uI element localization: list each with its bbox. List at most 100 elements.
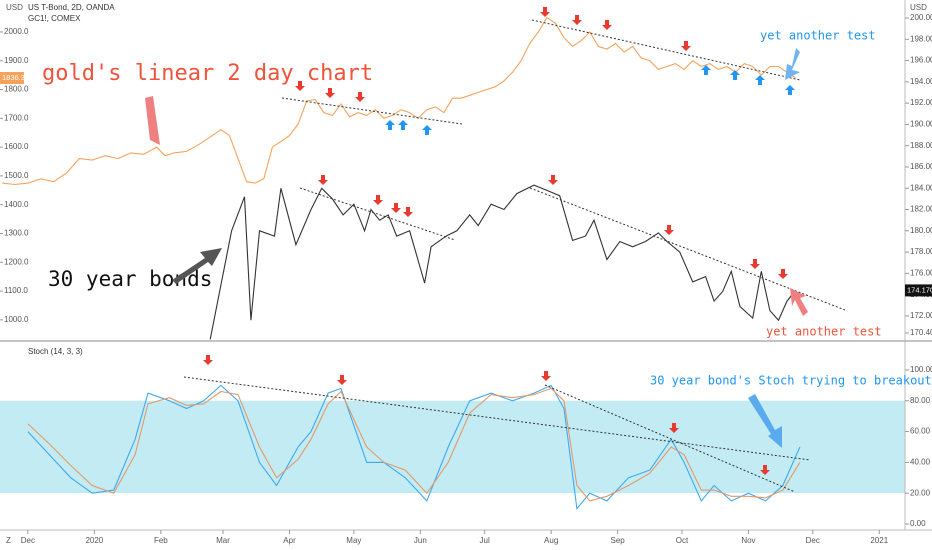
last-value-label: 174.170	[907, 285, 932, 294]
arrow-marker	[602, 20, 612, 30]
y-tick-label: 1100.0	[4, 286, 28, 295]
plot-layer	[0, 16, 905, 510]
y2-tick-label: 186.00	[910, 162, 932, 171]
y-tick-label: 1800.0	[4, 85, 29, 94]
arrow-marker	[760, 465, 770, 475]
y2-tick-label: 178.00	[910, 247, 932, 256]
annotation: 30 year bonds	[48, 267, 212, 291]
x-tick-label: Apr	[283, 536, 296, 545]
data-line	[27, 384, 801, 510]
arrow-marker	[541, 371, 551, 381]
pointer-arrow	[748, 394, 782, 448]
pointer-arrow	[785, 48, 800, 80]
x-tick-label: Nov	[741, 536, 755, 545]
arrow-marker	[681, 41, 691, 51]
x-tick-label: Oct	[676, 536, 689, 545]
arrow-marker	[785, 85, 795, 95]
arrow-marker	[403, 207, 413, 217]
last-value-box	[0, 72, 24, 85]
y2-tick-label: 188.00	[910, 141, 932, 150]
arrow-marker	[325, 88, 335, 98]
chart-title: US T-Bond, 2D, OANDA	[28, 3, 115, 12]
data-line	[2, 16, 796, 186]
trend-line	[299, 187, 456, 241]
arrow-marker	[730, 70, 740, 80]
data-line	[27, 387, 801, 502]
arrow-marker	[669, 423, 679, 433]
y-tick-label: 2000.0	[4, 27, 29, 36]
axis-unit: USD	[910, 3, 927, 12]
arrow-marker	[422, 125, 432, 135]
y2-tick-label: 60.00	[910, 427, 931, 436]
x-tick-label: Jul	[480, 536, 490, 545]
y2-tick-label: 200.00	[910, 13, 932, 22]
y2-tick-label: 80.00	[910, 396, 931, 405]
y-tick-label: 1900.0	[4, 56, 29, 65]
stoch-band	[0, 400, 905, 494]
arrow-marker	[548, 175, 558, 185]
axis-unit: USD	[6, 3, 23, 12]
annotation: 30 year bond's Stoch trying to breakout	[650, 374, 932, 388]
x-tick-label: Sep	[611, 536, 626, 545]
y2-tick-label: 180.00	[910, 226, 932, 235]
trend-line	[544, 384, 796, 493]
data-line	[209, 184, 797, 340]
annotation: yet another test	[766, 325, 882, 339]
arrow-marker	[385, 120, 395, 130]
y2-tick-label: 196.00	[910, 56, 932, 65]
y2-tick-label: 192.00	[910, 98, 932, 107]
trend-line	[183, 376, 811, 461]
y2-tick-label: 170.40	[910, 328, 932, 337]
arrow-marker	[778, 269, 788, 279]
arrow-marker	[398, 120, 408, 130]
y2-tick-label: 184.00	[910, 183, 932, 192]
annotation: gold's linear 2 day chart	[42, 61, 373, 86]
y2-tick-label: 194.00	[910, 77, 932, 86]
x-tick-label: May	[346, 536, 361, 545]
y2-tick-label: 176.00	[910, 268, 932, 277]
arrow-marker	[391, 203, 401, 213]
pointer-arrow	[172, 248, 222, 284]
y-tick-label: 1200.0	[4, 257, 29, 266]
arrow-marker	[203, 355, 213, 365]
y2-tick-label: 0.00	[910, 519, 926, 528]
arrow-marker	[572, 15, 582, 25]
arrow-marker	[337, 375, 347, 385]
arrow-marker	[318, 175, 328, 185]
pointer-arrow	[145, 96, 160, 145]
x-tick-label: Dec	[21, 536, 35, 545]
y-tick-label: 1400.0	[4, 200, 29, 209]
arrow-marker	[295, 81, 305, 91]
trend-line	[531, 19, 801, 81]
arrow-marker	[540, 7, 550, 17]
x-tick-label: Dec	[806, 536, 820, 545]
y2-tick-label: 198.00	[910, 34, 932, 43]
y2-tick-label: 20.00	[910, 488, 931, 497]
y2-tick-label: 100.00	[910, 365, 932, 374]
arrow-marker	[664, 225, 674, 235]
timezone-icon[interactable]: Z	[6, 536, 11, 545]
x-tick-label: 2020	[85, 536, 103, 545]
x-tick-label: Jun	[414, 536, 427, 545]
stoch-title: Stoch (14, 3, 3)	[28, 347, 83, 356]
x-tick-label: Mar	[216, 536, 230, 545]
x-tick-label: 2021	[870, 536, 888, 545]
y-tick-label: 1600.0	[4, 142, 29, 151]
chart-subtitle: GC1!, COMEX	[28, 14, 81, 23]
y-tick-label: 1700.0	[4, 113, 29, 122]
y-tick-label: 1000.0	[4, 315, 29, 324]
y-tick-label: 1500.0	[4, 171, 29, 180]
arrow-marker	[750, 259, 760, 269]
arrow-marker	[755, 75, 765, 85]
last-value-label: 1836.3	[2, 73, 25, 82]
y-tick-label: 1300.0	[4, 229, 29, 238]
y2-tick-label: 40.00	[910, 457, 931, 466]
arrow-marker	[373, 195, 383, 205]
y2-tick-label: 190.00	[910, 120, 932, 129]
y2-tick-label: 182.00	[910, 205, 932, 214]
arrow-marker	[701, 65, 711, 75]
pointer-arrow	[790, 288, 808, 316]
last-value-box	[905, 284, 932, 297]
x-tick-label: Feb	[154, 536, 168, 545]
